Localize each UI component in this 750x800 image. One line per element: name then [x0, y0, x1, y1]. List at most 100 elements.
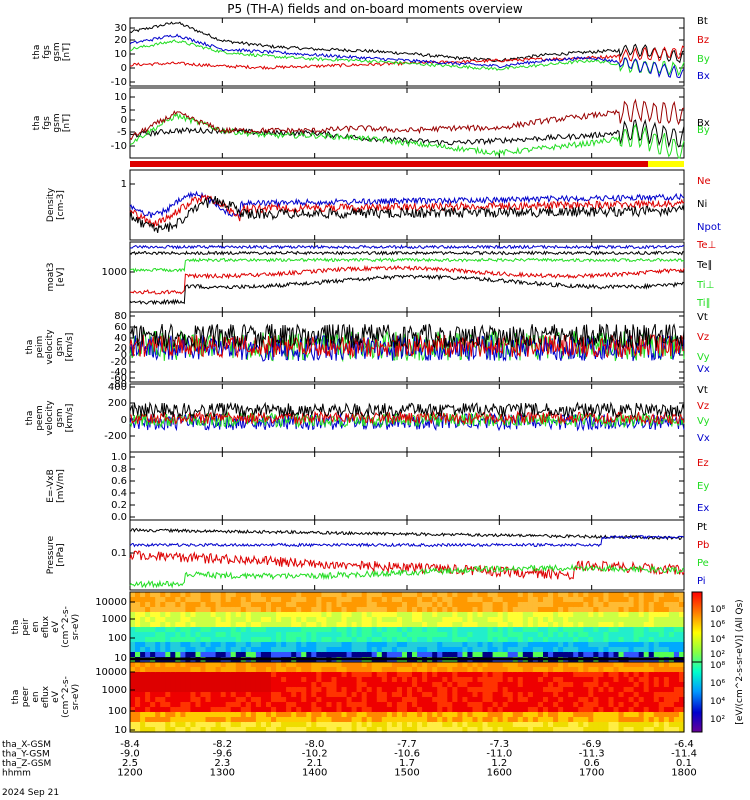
spectrogram-cell	[210, 677, 217, 683]
spectrogram-cell	[255, 717, 262, 723]
spectrogram-cell	[623, 642, 630, 648]
spectrogram-cell	[301, 682, 307, 688]
spectrogram-cell	[502, 722, 509, 728]
spectrogram-cell	[512, 667, 519, 673]
spectrogram-cell	[286, 692, 292, 698]
spectrogram-cell	[512, 592, 519, 598]
spectrogram-cell	[512, 622, 519, 628]
spectrogram-cell	[140, 597, 146, 603]
spectrogram-cell	[568, 682, 574, 688]
spectrogram-cell	[356, 722, 363, 728]
spectrogram-cell	[558, 707, 564, 713]
spectrogram-cell	[311, 592, 317, 598]
spectrogram-cell	[618, 592, 625, 598]
spectrogram-cell	[578, 692, 584, 698]
y-axis-label: fgs	[42, 45, 52, 59]
spectrogram-cell	[260, 612, 267, 618]
spectrogram-cell	[613, 707, 620, 713]
spectrogram-cell	[386, 592, 393, 598]
spectrogram-cell	[210, 662, 217, 668]
spectrogram-cell	[668, 702, 675, 708]
spectrogram-cell	[487, 712, 494, 718]
spectrogram-cell	[130, 597, 136, 603]
spectrogram-cell	[588, 597, 594, 603]
spectrogram-cell	[679, 612, 685, 618]
spectrogram-cell	[497, 687, 504, 693]
spectrogram-cell	[452, 597, 458, 603]
spectrogram-cell	[195, 712, 202, 718]
peem-vt-line	[129, 401, 685, 419]
spectrogram-cell	[412, 617, 418, 623]
spectrogram-cell	[628, 597, 635, 603]
spectrogram-cell	[391, 592, 398, 598]
spectrogram-cell	[527, 717, 534, 723]
spectrogram-cell	[673, 597, 680, 603]
spectrogram-cell	[326, 632, 332, 638]
spectrogram-cell	[356, 717, 363, 723]
spectrogram-cell	[653, 702, 660, 708]
spectrogram-cell	[326, 687, 332, 693]
spectrogram-cell	[402, 717, 408, 723]
spectrogram-cell	[618, 727, 625, 733]
spectrogram-cell	[200, 672, 207, 678]
spectrogram-cell	[427, 687, 433, 693]
spectrogram-cell	[210, 712, 217, 718]
spectrogram-cell	[673, 692, 680, 698]
spectrogram-cell	[583, 592, 589, 598]
spectrogram-cell	[618, 672, 625, 678]
spectrogram-cell	[150, 682, 156, 688]
spectrogram-cell	[356, 632, 363, 638]
spectrogram-cell	[341, 597, 348, 603]
spectrogram-cell	[548, 712, 554, 718]
spectrogram-cell	[467, 702, 473, 708]
spectrogram-cell	[386, 612, 393, 618]
spectrogram-cell	[412, 712, 418, 718]
spectrogram-cell	[679, 592, 685, 598]
spectrogram-cell	[407, 692, 413, 698]
spectrogram-cell	[175, 612, 181, 618]
spectrogram-cell	[326, 622, 332, 628]
spectrogram-cell	[200, 707, 207, 713]
spectrogram-cell	[326, 647, 332, 653]
spectrogram-cell	[190, 702, 196, 708]
spectrogram-cell	[623, 637, 630, 643]
spectrogram-cell	[135, 652, 141, 658]
spectrogram-cell	[548, 637, 554, 643]
spectrogram-cell	[673, 717, 680, 723]
spectrogram-cell	[351, 727, 358, 733]
spectrogram-cell	[507, 702, 514, 708]
spectrogram-cell	[618, 717, 625, 723]
spectrogram-cell	[502, 687, 509, 693]
spectrogram-cell	[457, 712, 463, 718]
spectrogram-cell	[266, 607, 272, 613]
spectrogram-cell	[402, 647, 408, 653]
spectrogram-cell	[215, 647, 222, 653]
spectrogram-cell	[371, 677, 378, 683]
spectrogram-cell	[553, 652, 559, 658]
spectrogram-cell	[467, 672, 473, 678]
spectrogram-cell	[588, 612, 594, 618]
spectrogram-cell	[502, 717, 509, 723]
spectrogram-cell	[321, 697, 327, 703]
spectrogram-cell	[326, 652, 332, 658]
spectrogram-cell	[578, 637, 584, 643]
spectrogram-cell	[492, 672, 499, 678]
spectrogram-cell	[422, 652, 428, 658]
spectrogram-cell	[386, 622, 393, 628]
spectrogram-cell	[427, 652, 433, 658]
spectrogram-cell	[215, 727, 222, 733]
spectrogram-cell	[447, 602, 453, 608]
spectrogram-cell	[210, 682, 217, 688]
spectrogram-cell	[160, 687, 166, 693]
spectrogram-cell	[643, 592, 650, 598]
spectrogram-cell	[225, 697, 232, 703]
spectrogram-cell	[276, 672, 282, 678]
spectrogram-cell	[255, 642, 262, 648]
spectrogram-cell	[517, 712, 524, 718]
spectrogram-cell	[553, 687, 559, 693]
spectrogram-cell	[588, 647, 594, 653]
spectrogram-cell	[170, 697, 176, 703]
spectrogram-cell	[155, 637, 161, 643]
spectrogram-cell	[336, 592, 343, 598]
spectrogram-cell	[633, 667, 640, 673]
